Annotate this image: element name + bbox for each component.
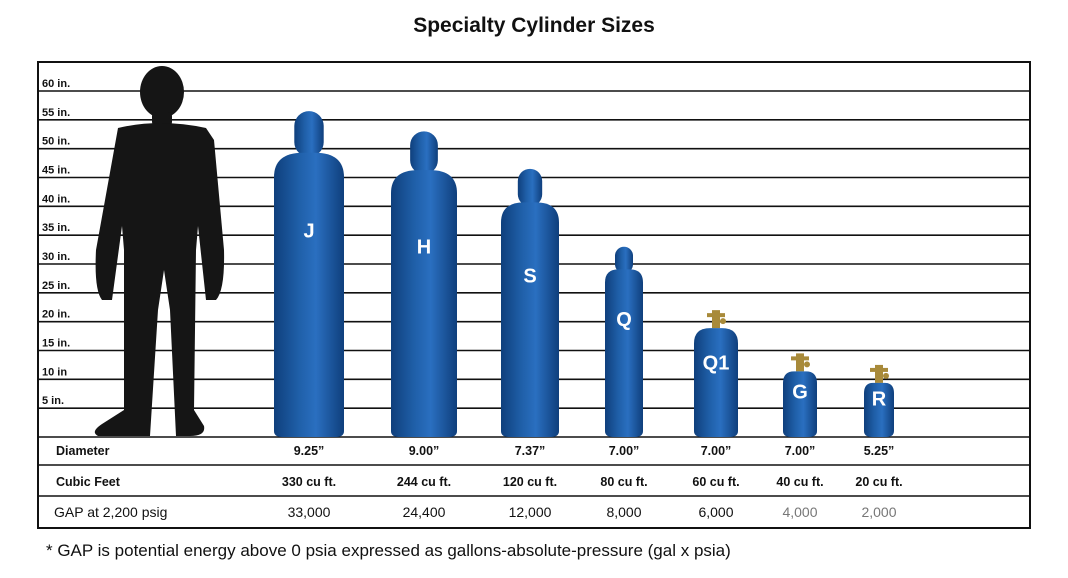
cell-gap: 12,000	[509, 504, 552, 520]
valve-port	[720, 318, 726, 325]
cylinder-r: R	[864, 364, 894, 437]
row-header-diameter: Diameter	[56, 444, 110, 458]
cylinder-body	[783, 371, 817, 437]
person-silhouette	[94, 66, 225, 436]
cell-gap: 2,000	[861, 504, 896, 520]
height-tick-label: 10 in	[42, 366, 67, 378]
cell-cubic-feet: 244 cu ft.	[397, 475, 451, 489]
cylinder-cap	[294, 111, 324, 157]
cell-cubic-feet: 120 cu ft.	[503, 475, 557, 489]
valve-handle	[707, 313, 725, 318]
cell-gap: 4,000	[782, 504, 817, 520]
cylinder-g: G	[783, 353, 817, 437]
valve-port	[804, 361, 810, 368]
chart-title: Specialty Cylinder Sizes	[413, 14, 655, 37]
valve-icon	[712, 310, 720, 329]
cylinder-body	[501, 202, 559, 437]
cylinder-cap	[615, 246, 633, 274]
height-tick-label: 60 in.	[42, 78, 70, 90]
height-tick-label: 40 in.	[42, 193, 70, 205]
chart-frame	[37, 61, 1031, 529]
height-tick-label: 15 in.	[42, 338, 70, 350]
cylinder-q: Q	[605, 246, 643, 437]
cylinder-label: Q	[616, 309, 632, 331]
cylinder-body	[605, 269, 643, 437]
cylinder-body	[694, 328, 738, 437]
cylinder-q1: Q1	[694, 310, 738, 437]
cylinder-label: R	[872, 389, 887, 411]
cylinder-j: J	[274, 111, 344, 437]
valve-port	[883, 372, 889, 379]
row-header-gap: GAP at 2,200 psig	[54, 504, 167, 520]
cell-diameter: 7.37”	[515, 444, 546, 458]
cylinder-label: G	[792, 381, 808, 403]
cell-diameter: 5.25”	[864, 444, 895, 458]
cell-gap: 8,000	[606, 504, 641, 520]
cylinder-s: S	[501, 168, 559, 437]
cylinders: J H S Q Q1 G R	[274, 111, 894, 437]
valve-handle	[870, 367, 888, 372]
cell-cubic-feet: 330 cu ft.	[282, 475, 336, 489]
cylinder-label: H	[417, 236, 431, 258]
cylinder-cap	[410, 131, 438, 175]
height-tick-label: 45 in.	[42, 165, 70, 177]
cylinder-cap	[517, 168, 543, 207]
cell-cubic-feet: 60 cu ft.	[692, 475, 739, 489]
height-tick-label: 55 in.	[42, 107, 70, 119]
cell-diameter: 7.00”	[701, 444, 732, 458]
cell-gap: 33,000	[288, 504, 331, 520]
height-tick-label: 30 in.	[42, 251, 70, 263]
valve-icon	[796, 353, 804, 372]
height-tick-label: 35 in.	[42, 222, 70, 234]
height-tick-label: 20 in.	[42, 309, 70, 321]
cylinder-body	[864, 382, 894, 437]
cell-diameter: 9.00”	[409, 444, 440, 458]
row-header-cubic-feet: Cubic Feet	[56, 475, 121, 489]
cylinder-body	[391, 170, 457, 437]
cell-cubic-feet: 80 cu ft.	[600, 475, 647, 489]
spec-table: Diameter 9.25” 9.00” 7.37” 7.00” 7.00” 7.00” 5.…	[38, 444, 1030, 520]
cell-diameter: 7.00”	[785, 444, 816, 458]
cell-gap: 24,400	[403, 504, 446, 520]
height-tick-label: 25 in.	[42, 280, 70, 292]
cell-diameter: 7.00”	[609, 444, 640, 458]
cell-gap: 6,000	[698, 504, 733, 520]
cylinder-label: Q1	[703, 353, 730, 375]
height-tick-label: 50 in.	[42, 136, 70, 148]
cylinder-label: J	[303, 220, 314, 242]
cell-cubic-feet: 40 cu ft.	[776, 475, 823, 489]
cell-cubic-feet: 20 cu ft.	[855, 475, 902, 489]
cylinder-body	[274, 152, 344, 437]
cylinder-h: H	[391, 131, 457, 437]
cylinder-label: S	[523, 266, 536, 288]
cell-diameter: 9.25”	[294, 444, 325, 458]
height-tick-label: 5 in.	[42, 395, 64, 407]
footnote: * GAP is potential energy above 0 psia e…	[46, 541, 731, 560]
valve-icon	[875, 364, 883, 383]
valve-handle	[791, 356, 809, 361]
